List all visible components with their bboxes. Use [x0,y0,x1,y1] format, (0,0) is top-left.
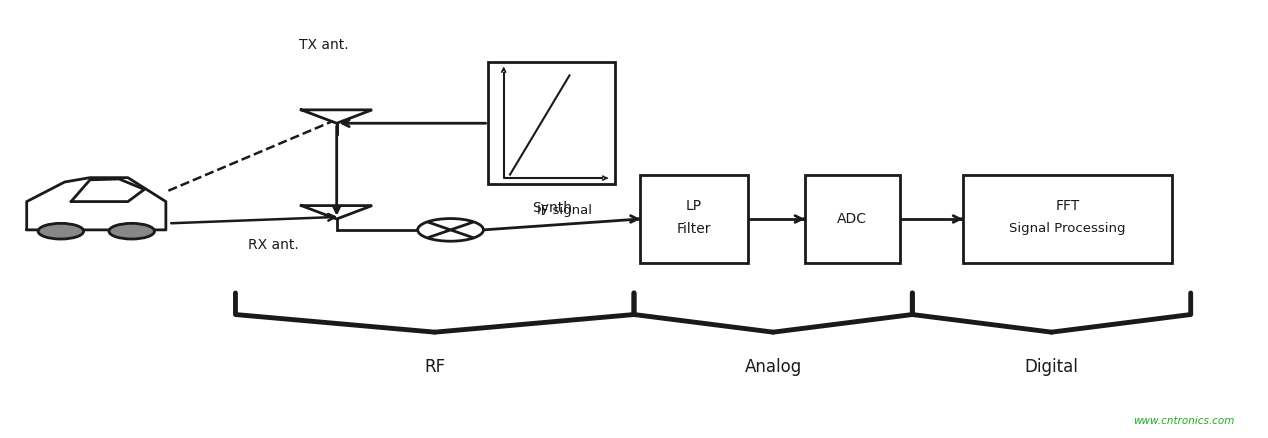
Circle shape [38,223,84,239]
Text: www.cntronics.com: www.cntronics.com [1134,416,1235,426]
Circle shape [109,223,155,239]
Text: ADC: ADC [837,212,867,226]
Text: RX ant.: RX ant. [249,238,299,252]
Text: Synth: Synth [531,201,572,215]
Text: Digital: Digital [1025,358,1079,376]
Bar [962,176,1172,262]
Text: LP: LP [686,199,702,213]
Text: Analog: Analog [744,358,801,376]
Text: TX ant.: TX ant. [299,38,349,52]
Text: Signal Processing: Signal Processing [1009,222,1126,235]
Text: Filter: Filter [677,222,711,236]
Bar [805,176,900,262]
Bar [640,176,748,262]
Text: IF signal: IF signal [536,204,592,217]
Text: RF: RF [425,358,445,376]
Bar [488,62,615,184]
Text: FFT: FFT [1055,199,1079,213]
